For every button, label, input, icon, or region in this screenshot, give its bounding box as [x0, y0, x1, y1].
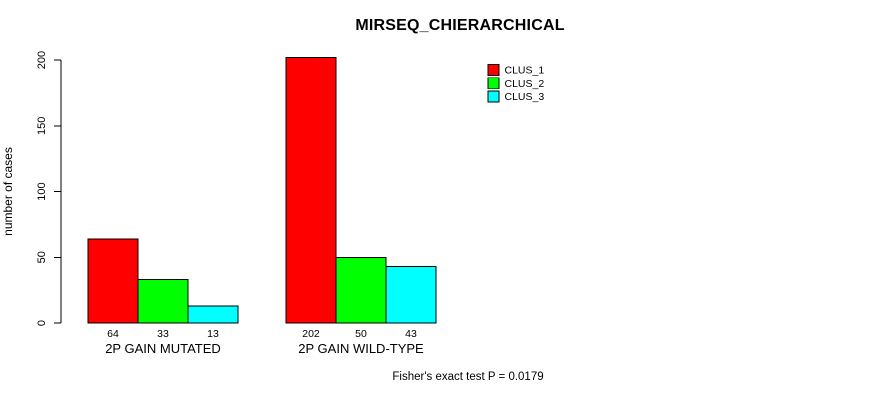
- bar-value-label: 43: [405, 328, 417, 340]
- bar-CLUS_3-group2: [385, 265, 437, 324]
- bar-CLUS_2-group2: [335, 256, 387, 324]
- category-label: 2P GAIN MUTATED: [105, 341, 221, 356]
- y-tick-label: 0: [36, 320, 48, 326]
- bar-CLUS_1-group2: [285, 56, 337, 324]
- bar-value-label: 33: [157, 328, 169, 340]
- chart-title: MIRSEQ_CHIERARCHICAL: [355, 17, 565, 34]
- bar-CLUS_1-group1: [87, 238, 139, 324]
- legend-label: CLUS_2: [505, 78, 545, 90]
- bar-value-label: 64: [107, 328, 119, 340]
- category-label: 2P GAIN WILD-TYPE: [298, 341, 424, 356]
- legend-swatch-CLUS_2: [487, 77, 500, 90]
- y-axis-title: number of cases: [1, 147, 15, 236]
- legend-label: CLUS_3: [505, 91, 545, 103]
- y-tick-label: 150: [36, 117, 48, 135]
- bar-value-label: 202: [302, 328, 320, 340]
- bar-CLUS_3-group1: [187, 305, 239, 324]
- bar-value-label: 13: [207, 328, 219, 340]
- legend-swatch-CLUS_1: [487, 64, 500, 76]
- legend-label: CLUS_1: [505, 65, 545, 77]
- y-tick-label: 50: [36, 251, 48, 263]
- legend-swatch-CLUS_3: [487, 90, 500, 103]
- annotation-text: Fisher's exact test P = 0.0179: [392, 371, 544, 383]
- bar-value-label: 50: [355, 328, 367, 340]
- bar-CLUS_2-group1: [137, 279, 189, 324]
- y-tick-label: 200: [36, 51, 48, 69]
- y-tick-label: 100: [36, 182, 48, 200]
